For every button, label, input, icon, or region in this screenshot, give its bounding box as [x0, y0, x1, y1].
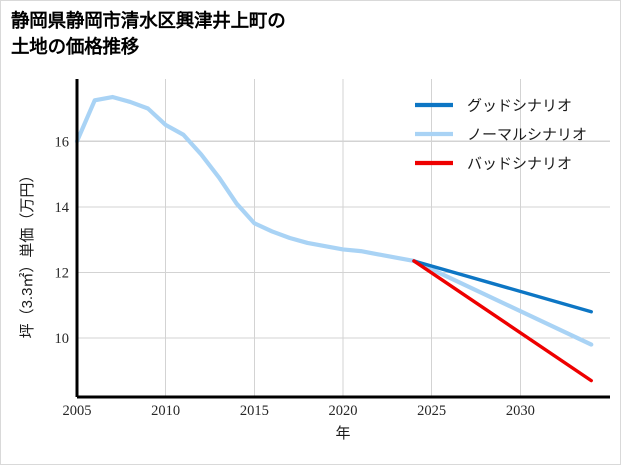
x-tick-label: 2010 — [151, 403, 180, 419]
y-tick-label: 16 — [55, 134, 70, 150]
gridlines — [76, 79, 610, 397]
y-tick-label: 14 — [55, 200, 70, 216]
legend-label-normal: ノーマルシナリオ — [467, 127, 587, 144]
series-lines — [74, 94, 594, 383]
x-tick-label: 2025 — [417, 403, 446, 419]
series-line-bad — [412, 259, 593, 383]
series-line-normal — [74, 94, 594, 347]
y-axis-title: 坪（3.3㎡）単価（万円） — [19, 168, 36, 339]
y-tick-label: 10 — [55, 331, 70, 347]
x-axis-title: 年 — [335, 425, 350, 442]
x-tick-labels: 2005 2010 2015 2020 2025 2030 — [63, 403, 535, 419]
series-line-good — [412, 259, 593, 314]
y-tick-label: 12 — [55, 265, 70, 281]
x-tick-label: 2020 — [329, 403, 358, 419]
chart-title: 静岡県静岡市清水区興津井上町の 土地の価格推移 — [11, 10, 286, 57]
x-tick-label: 2030 — [506, 403, 535, 419]
x-tick-label: 2005 — [63, 403, 92, 419]
y-tick-labels: 10 12 14 16 — [55, 134, 70, 347]
legend-label-bad: バッドシナリオ — [467, 156, 572, 173]
axis-lines — [75, 79, 610, 399]
x-tick-label: 2015 — [240, 403, 269, 419]
legend-label-good: グッドシナリオ — [467, 98, 572, 115]
